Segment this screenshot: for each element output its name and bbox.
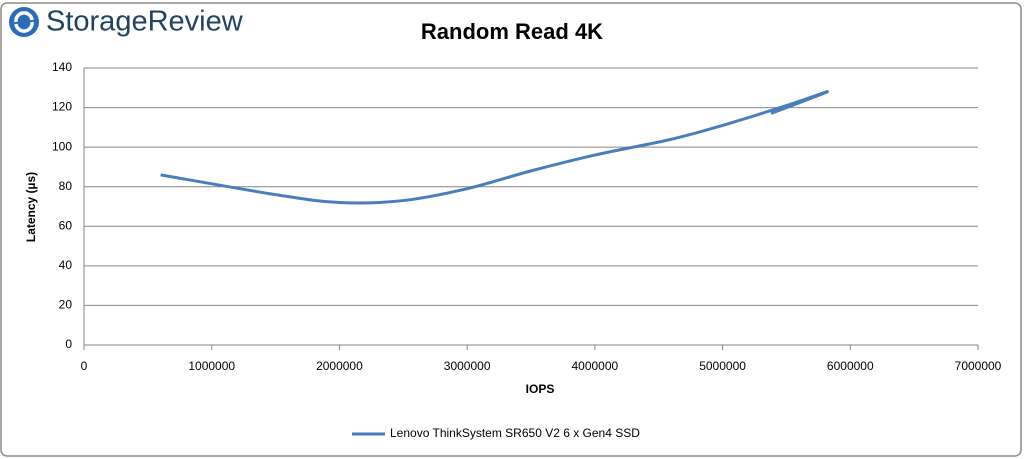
series-line <box>160 90 829 205</box>
x-tick-label: 6000000 <box>827 359 874 373</box>
x-tick-label: 0 <box>81 359 88 373</box>
x-tick-label: 1000000 <box>188 359 235 373</box>
logo-text: StorageReview <box>46 6 244 38</box>
y-tick-label: 60 <box>59 218 73 232</box>
y-axis-label: Latency (µs) <box>24 172 38 242</box>
chart-title: Random Read 4K <box>421 19 603 44</box>
y-tick-label: 20 <box>59 298 73 312</box>
logo-icon <box>9 7 39 37</box>
x-tick-label: 2000000 <box>316 359 363 373</box>
x-tick-label: 5000000 <box>699 359 746 373</box>
y-tick-label: 140 <box>52 60 72 74</box>
y-tick-label: 0 <box>65 337 72 351</box>
x-tick-label: 3000000 <box>444 359 491 373</box>
x-tick-label: 7000000 <box>955 359 1002 373</box>
y-tick-label: 40 <box>59 258 73 272</box>
legend-label: Lenovo ThinkSystem SR650 V2 6 x Gen4 SSD <box>390 426 640 440</box>
y-tick-label: 80 <box>59 179 73 193</box>
y-tick-label: 100 <box>52 139 72 153</box>
x-tick-label: 4000000 <box>571 359 618 373</box>
x-axis-label: IOPS <box>526 382 555 396</box>
y-tick-label: 120 <box>52 100 72 114</box>
